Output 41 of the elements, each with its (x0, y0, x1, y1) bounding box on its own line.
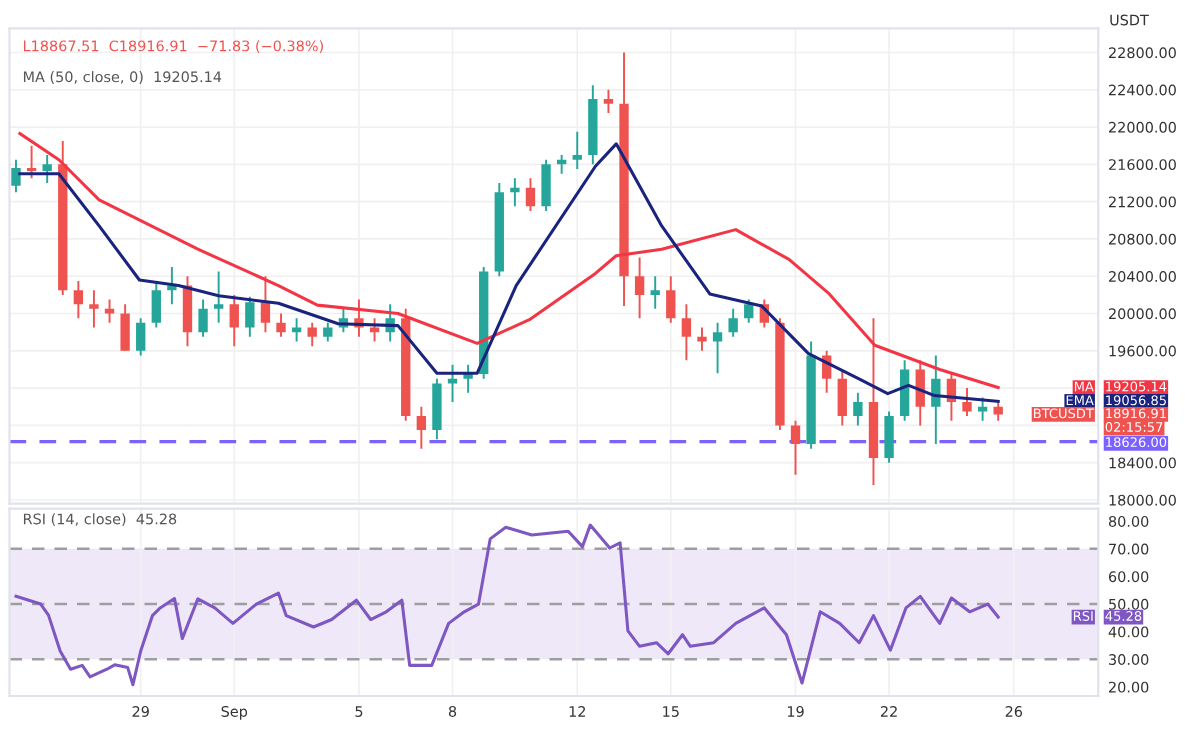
candlestick (323, 321, 333, 343)
candlestick (42, 154, 52, 184)
candlestick (931, 354, 941, 445)
candlestick (416, 405, 427, 450)
candlestick (245, 295, 255, 338)
candlestick (697, 326, 707, 352)
candlestick (432, 377, 442, 441)
candlestick (915, 359, 925, 427)
candlestick (837, 368, 847, 427)
candlestick (120, 303, 130, 352)
candlestick (151, 279, 161, 329)
candlestick (634, 256, 645, 320)
candlestick (853, 391, 863, 427)
candlestick (510, 177, 520, 208)
candlestick (229, 293, 239, 348)
candlestick (213, 270, 224, 324)
candlestick (276, 312, 286, 338)
candlestick (790, 419, 801, 476)
candlestick (728, 307, 738, 338)
candlestick (525, 177, 536, 212)
candlestick (541, 158, 551, 212)
candlestick (962, 387, 972, 418)
candlestick (198, 298, 208, 338)
candlestick (89, 289, 99, 329)
candlestick (681, 303, 692, 362)
candlestick (603, 88, 614, 115)
candlestick (572, 130, 582, 170)
candlestick (666, 275, 676, 324)
candlestick (744, 298, 754, 324)
candlestick (73, 279, 84, 320)
candlestick (650, 275, 660, 310)
candlestick (136, 317, 146, 357)
candlestick (11, 158, 21, 194)
candlestick (260, 275, 271, 334)
candlestick (26, 144, 37, 180)
candlestick (463, 363, 473, 394)
candlestick (307, 321, 317, 348)
candlestick (899, 359, 910, 422)
candlestick (712, 321, 723, 375)
candlestick (104, 298, 115, 324)
candlestick (884, 410, 894, 464)
